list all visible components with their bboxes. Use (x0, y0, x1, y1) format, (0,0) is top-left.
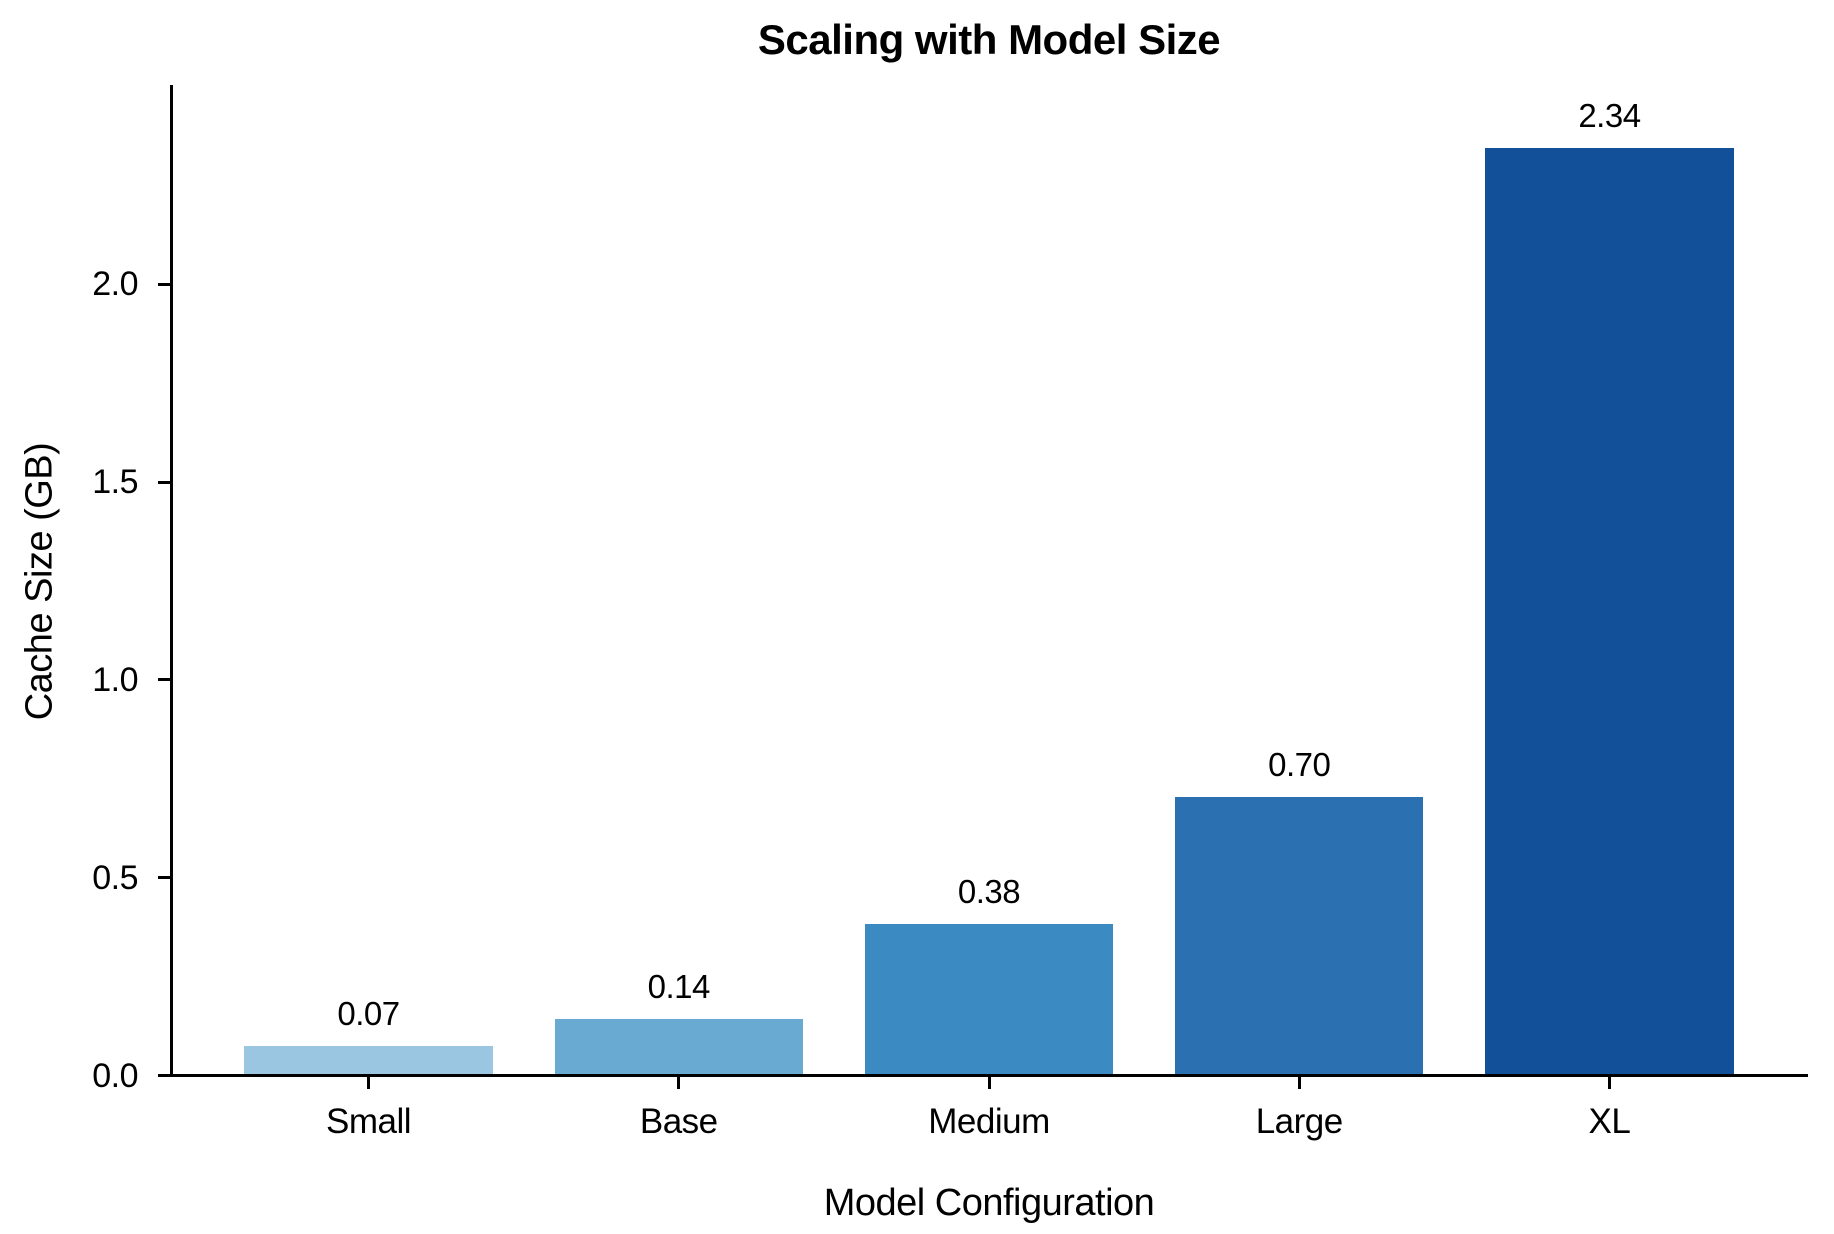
y-tick-label: 1.0 (92, 660, 138, 699)
y-axis-label-container: Cache Size (GB) (8, 85, 72, 1077)
chart-title: Scaling with Model Size (757, 16, 1221, 63)
x-axis-label: Model Configuration (823, 1182, 1155, 1224)
x-category-label: Large (1255, 1102, 1344, 1141)
y-tick-mark (158, 282, 170, 286)
y-tick-label: 0.0 (92, 1056, 138, 1095)
x-axis-line (170, 1074, 1808, 1077)
plot-area: 0.07 Small 0.14 Base 0.38 Medium 0.70 Large 2.34… (92, 85, 1808, 1141)
y-tick-label: 0.5 (92, 858, 138, 897)
x-tick-mark (367, 1077, 371, 1089)
bar-value-label: 2.34 (1578, 97, 1641, 135)
x-category-label: Medium (928, 1102, 1050, 1141)
y-tick-label: 2.0 (92, 265, 138, 304)
x-tick-mark (1297, 1077, 1301, 1089)
bar-xl (1485, 148, 1734, 1074)
bar-large (1175, 797, 1424, 1074)
bar-medium (864, 923, 1114, 1074)
y-tick-mark (158, 876, 170, 880)
bar-small (244, 1046, 493, 1074)
y-tick-mark (158, 1074, 170, 1077)
bar-value-label: 0.70 (1268, 746, 1331, 784)
y-tick-mark (158, 678, 170, 682)
x-category-label: XL (1588, 1102, 1631, 1141)
bar-value-label: 0.14 (647, 967, 711, 1005)
bar-value-label: 0.07 (337, 995, 400, 1033)
x-category-label: Base (639, 1102, 718, 1141)
bar-base (554, 1018, 803, 1074)
y-tick-label: 1.5 (92, 463, 138, 502)
y-axis-line (170, 85, 173, 1077)
x-tick-mark (987, 1077, 991, 1089)
bar-value-label: 0.38 (957, 872, 1021, 910)
x-category-label: Small (326, 1102, 412, 1141)
x-tick-mark (677, 1077, 681, 1089)
x-tick-mark (1607, 1077, 1611, 1089)
y-tick-mark (158, 480, 170, 484)
